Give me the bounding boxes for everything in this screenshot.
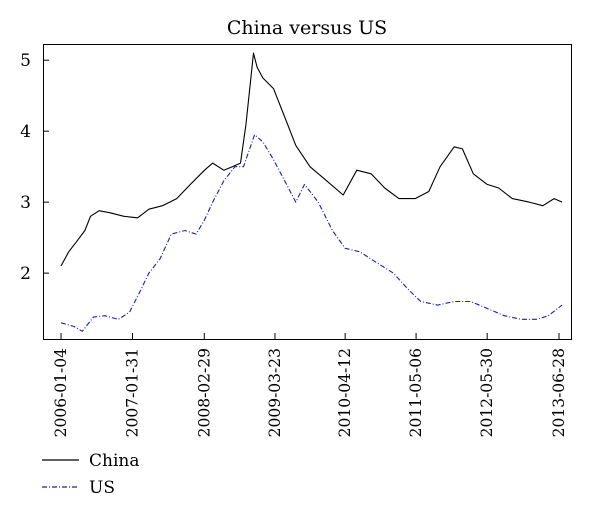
x-tick-label: 2010-04-12 bbox=[336, 348, 354, 437]
legend: China US bbox=[42, 451, 139, 498]
x-tick-label: 2013-06-28 bbox=[550, 348, 568, 437]
x-axis: 2006-01-04 2007-01-31 2008-02-29 2009-03-23… bbox=[52, 333, 568, 437]
y-axis: 2 3 4 5 bbox=[20, 51, 49, 284]
series-line-china bbox=[60, 52, 563, 267]
y-tick-label: 3 bbox=[20, 193, 31, 213]
x-tick-label: 2011-05-06 bbox=[407, 348, 425, 437]
y-tick-label: 5 bbox=[20, 51, 31, 71]
chart-title: China versus US bbox=[227, 17, 387, 39]
y-tick-label: 2 bbox=[20, 264, 31, 284]
y-tick-label: 4 bbox=[20, 122, 31, 142]
series-layer bbox=[60, 52, 563, 332]
x-tick-label: 2012-05-30 bbox=[478, 348, 496, 437]
x-tick-label: 2008-02-29 bbox=[195, 348, 213, 437]
legend-label: China bbox=[89, 451, 139, 471]
series-line-us bbox=[60, 134, 563, 332]
legend-label: US bbox=[89, 478, 115, 498]
plot-frame bbox=[43, 44, 572, 340]
x-tick-label: 2009-03-23 bbox=[266, 348, 284, 437]
x-tick-label: 2006-01-04 bbox=[52, 348, 70, 438]
x-tick-label: 2007-01-31 bbox=[123, 348, 141, 437]
